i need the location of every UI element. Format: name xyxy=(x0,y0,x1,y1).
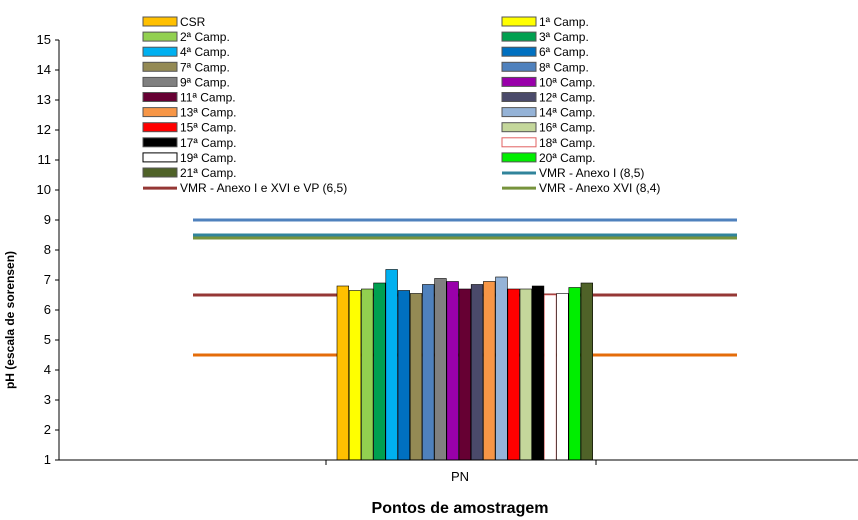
bar xyxy=(374,283,386,460)
y-tick-label: 15 xyxy=(37,32,51,47)
bar xyxy=(483,282,495,461)
y-tick-label: 12 xyxy=(37,122,51,137)
legend-swatch xyxy=(143,77,177,86)
bar xyxy=(557,294,569,461)
legend-swatch xyxy=(502,93,536,102)
legend-swatch xyxy=(502,123,536,132)
bar xyxy=(337,286,349,460)
y-tick-label: 14 xyxy=(37,62,51,77)
legend-swatch xyxy=(143,32,177,41)
legend-label: 4ª Camp. xyxy=(180,45,230,59)
y-tick-label: 5 xyxy=(44,332,51,347)
legend-label: 16ª Camp. xyxy=(539,121,595,135)
y-tick-label: 4 xyxy=(44,362,51,377)
bar xyxy=(532,286,544,460)
legend-swatch xyxy=(502,138,536,147)
legend-swatch xyxy=(143,153,177,162)
legend-label: 12ª Camp. xyxy=(539,91,595,105)
y-tick-label: 1 xyxy=(44,452,51,467)
legend-swatch xyxy=(143,108,177,117)
legend-label: 3ª Camp. xyxy=(539,30,589,44)
legend-swatch xyxy=(143,62,177,71)
legend-label: 19ª Camp. xyxy=(180,151,236,165)
bar xyxy=(349,291,361,461)
legend-label: 14ª Camp. xyxy=(539,106,595,120)
y-tick-label: 6 xyxy=(44,302,51,317)
y-tick-label: 11 xyxy=(38,152,52,167)
y-tick-label: 9 xyxy=(44,212,51,227)
bar xyxy=(471,285,483,461)
legend: CSR 1ª Camp. 2ª Camp. 3ª Camp. 4ª Camp. 6ª Ca… xyxy=(143,15,660,195)
y-tick-label: 13 xyxy=(37,92,51,107)
legend-label: CSR xyxy=(180,15,206,29)
bar xyxy=(435,279,447,461)
legend-label: 7ª Camp. xyxy=(180,60,230,74)
legend-label: 9ª Camp. xyxy=(180,75,230,89)
legend-swatch xyxy=(502,47,536,56)
legend-label: 13ª Camp. xyxy=(180,106,236,120)
legend-swatch xyxy=(502,32,536,41)
bars xyxy=(337,270,593,461)
x-tick-label: PN xyxy=(451,469,469,484)
bar xyxy=(569,288,581,461)
y-axis-label: pH (escala de sorensen) xyxy=(3,251,17,389)
legend-swatch xyxy=(143,123,177,132)
legend-swatch xyxy=(502,62,536,71)
legend-label: VMR - Anexo I (8,5) xyxy=(539,166,644,180)
legend-label: 15ª Camp. xyxy=(180,121,236,135)
legend-swatch xyxy=(143,138,177,147)
legend-swatch xyxy=(502,153,536,162)
bar xyxy=(398,291,410,461)
bar xyxy=(386,270,398,461)
y-tick-label: 8 xyxy=(44,242,51,257)
legend-label: VMR - Anexo XVI (8,4) xyxy=(539,181,660,195)
legend-label: 10ª Camp. xyxy=(539,75,595,89)
bar xyxy=(508,289,520,460)
legend-label: 1ª Camp. xyxy=(539,15,589,29)
bar xyxy=(581,283,593,460)
legend-swatch xyxy=(502,108,536,117)
bar xyxy=(422,285,434,461)
legend-label: 20ª Camp. xyxy=(539,151,595,165)
legend-swatch xyxy=(502,77,536,86)
legend-swatch xyxy=(143,47,177,56)
legend-label: 18ª Camp. xyxy=(539,136,595,150)
bar xyxy=(520,289,532,460)
legend-swatch xyxy=(143,17,177,26)
legend-label: VMR - Anexo I e XVI e VP (6,5) xyxy=(180,181,347,195)
legend-label: 8ª Camp. xyxy=(539,60,589,74)
legend-label: 2ª Camp. xyxy=(180,30,230,44)
legend-swatch xyxy=(143,168,177,177)
legend-swatch xyxy=(502,17,536,26)
y-tick-label: 2 xyxy=(44,422,51,437)
y-tick-label: 7 xyxy=(44,272,51,287)
legend-label: 11ª Camp. xyxy=(180,91,236,105)
bar xyxy=(410,294,422,461)
legend-label: 17ª Camp. xyxy=(180,136,236,150)
bar xyxy=(544,295,556,460)
bar xyxy=(459,289,471,460)
bar xyxy=(496,277,508,460)
bar xyxy=(447,282,459,461)
y-tick-label: 3 xyxy=(44,392,51,407)
legend-label: 6ª Camp. xyxy=(539,45,589,59)
y-tick-label: 10 xyxy=(37,182,51,197)
x-axis-label: Pontos de amostragem xyxy=(372,500,549,517)
legend-swatch xyxy=(143,93,177,102)
bar xyxy=(361,289,373,460)
legend-label: 21ª Camp. xyxy=(180,166,236,180)
